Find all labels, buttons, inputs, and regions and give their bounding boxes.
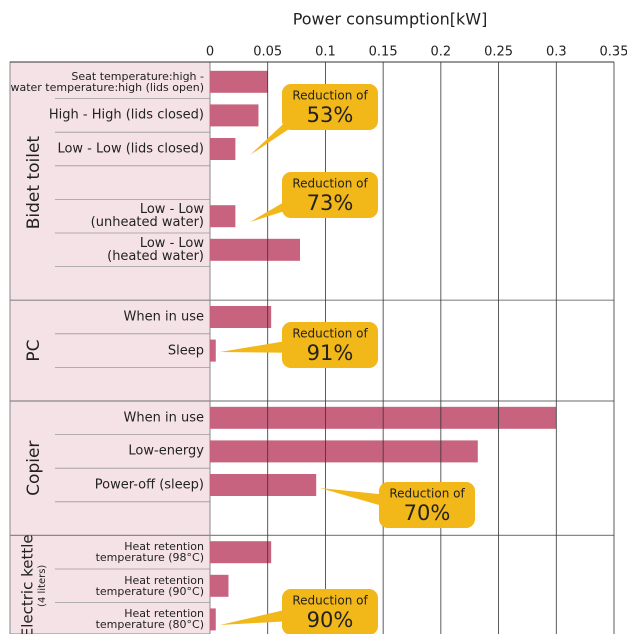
callout-box: [282, 84, 378, 130]
bar: [210, 474, 317, 496]
group-label: PC: [24, 340, 44, 362]
callout-box: [282, 172, 378, 218]
x-tick-label: 0.3: [546, 45, 567, 60]
bar: [210, 238, 301, 261]
callout-text: Reduction of: [292, 327, 368, 341]
group-label: Copier: [24, 441, 44, 496]
bar: [210, 70, 268, 93]
category-label: Heat retention temperature (90°C): [95, 573, 204, 598]
callout-box: [282, 589, 378, 634]
x-tick-label: 0.25: [484, 45, 513, 60]
callout-box: [379, 482, 475, 528]
group-label: Bidet toilet: [24, 136, 44, 230]
callout-text: Reduction of: [292, 594, 368, 608]
x-tick-label: 0: [206, 45, 214, 60]
label-panel: [9, 61, 211, 634]
category-label: Power-off (sleep): [94, 477, 204, 493]
category-label: When in use: [123, 410, 204, 426]
group-sublabel: (4 liters): [37, 565, 48, 607]
bar: [210, 339, 216, 362]
callout-text: Reduction of: [389, 487, 465, 501]
callout-value: 70%: [404, 501, 451, 525]
callout-text: Reduction of: [292, 89, 368, 103]
x-tick-label: 0.35: [600, 45, 627, 60]
category-label: Heat retention temperature (98°C): [95, 540, 204, 565]
category-label: Low - Low (heated water): [107, 235, 204, 264]
category-label: Low - Low (unheated water): [90, 202, 204, 231]
category-label: When in use: [123, 309, 204, 325]
callout-value: 91%: [307, 341, 354, 365]
bar: [210, 541, 272, 564]
bar: [210, 104, 259, 127]
callout-value: 53%: [307, 103, 354, 127]
callout-text: Reduction of: [292, 177, 368, 191]
bar: [210, 574, 229, 597]
x-tick-label: 0.15: [369, 45, 398, 60]
bar: [210, 440, 478, 463]
x-tick-label: 0.05: [253, 45, 282, 60]
callout-value: 73%: [307, 191, 354, 215]
category-label: Seat temperature:high - water temperatur…: [10, 69, 204, 94]
group-label: Electric kettle: [19, 534, 37, 634]
callout-value: 90%: [307, 608, 354, 632]
callout-box: [282, 322, 378, 368]
bar: [210, 138, 236, 160]
x-tick-label: 0.1: [315, 45, 336, 60]
category-label: Low - Low (lids closed): [57, 141, 204, 157]
bar: [210, 306, 272, 328]
category-label: Sleep: [167, 343, 204, 359]
bar: [210, 205, 236, 228]
x-tick-label: 0.2: [431, 45, 452, 60]
x-axis-title: Power consumption[kW]: [293, 10, 488, 29]
category-label: Low-energy: [128, 443, 204, 459]
category-label: High - High (lids closed): [48, 107, 204, 123]
bar: [210, 608, 216, 631]
category-label: Heat retention temperature (80°C): [95, 607, 204, 632]
